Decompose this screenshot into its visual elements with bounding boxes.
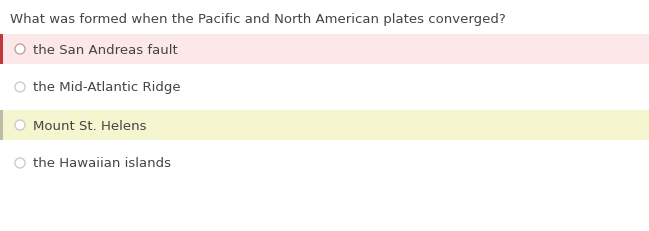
Circle shape [15,121,25,131]
FancyBboxPatch shape [0,35,3,65]
Text: the Mid-Atlantic Ridge: the Mid-Atlantic Ridge [33,81,180,94]
Text: Mount St. Helens: Mount St. Helens [33,119,147,132]
FancyBboxPatch shape [0,110,3,140]
FancyBboxPatch shape [0,148,649,178]
FancyBboxPatch shape [0,110,649,140]
Circle shape [15,45,25,55]
Text: the Hawaiian islands: the Hawaiian islands [33,157,171,170]
FancyBboxPatch shape [0,35,649,65]
FancyBboxPatch shape [0,73,649,103]
Text: the San Andreas fault: the San Andreas fault [33,43,178,56]
Text: What was formed when the Pacific and North American plates converged?: What was formed when the Pacific and Nor… [10,13,506,26]
Circle shape [15,158,25,168]
Circle shape [15,83,25,93]
